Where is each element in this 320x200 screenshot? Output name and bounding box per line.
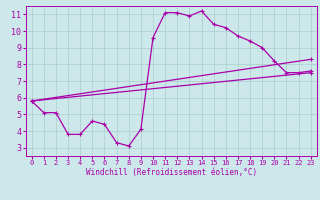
X-axis label: Windchill (Refroidissement éolien,°C): Windchill (Refroidissement éolien,°C) — [86, 168, 257, 177]
